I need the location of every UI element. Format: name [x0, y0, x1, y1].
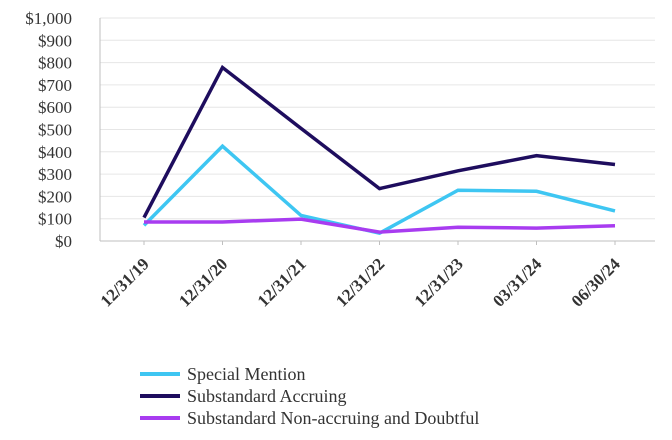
y-axis-ticks: $0 $100 $200 $300 $400 $500 $600 $700 $800 $900 $1…	[25, 9, 72, 251]
series-lines	[142, 64, 616, 236]
y-tick-label: $200	[38, 187, 72, 206]
y-tick-label: $500	[38, 121, 72, 140]
legend: Special Mention Substandard Accruing Sub…	[140, 363, 479, 429]
x-tick-label: 12/31/20	[175, 254, 231, 310]
x-tick-label: 06/30/24	[568, 254, 625, 311]
legend-item-substandard-non-accruing: Substandard Non-accruing and Doubtful	[140, 407, 479, 429]
legend-swatch-special-mention	[140, 372, 180, 376]
legend-label: Substandard Non-accruing and Doubtful	[187, 407, 480, 428]
legend-swatch-substandard-non-accruing	[140, 416, 180, 420]
y-tick-label: $600	[38, 98, 72, 117]
x-tick-label: 12/31/21	[254, 254, 310, 310]
legend-label: Special Mention	[187, 363, 306, 384]
legend-label: Substandard Accruing	[187, 385, 347, 406]
line-chart: $0 $100 $200 $300 $400 $500 $600 $700 $800 $900 $1…	[25, 9, 655, 311]
x-tick-label: 03/31/24	[489, 254, 546, 311]
y-tick-label: $300	[38, 165, 72, 184]
legend-item-special-mention: Special Mention	[140, 363, 479, 385]
x-tick-label: 12/31/22	[332, 254, 388, 310]
y-tick-label: $0	[55, 232, 72, 251]
y-tick-label: $900	[38, 31, 72, 50]
series-line-3	[144, 217, 616, 234]
y-tick-label: $700	[38, 76, 72, 95]
y-tick-label: $400	[38, 143, 72, 162]
x-axis-ticks: 12/31/19 12/31/20 12/31/21 12/31/22 12/31/23…	[97, 241, 625, 311]
y-tick-label: $800	[38, 54, 72, 73]
grid-lines	[99, 17, 655, 242]
x-tick-label: 12/31/19	[97, 254, 153, 310]
y-tick-label: $100	[38, 210, 72, 229]
x-tick-label: 12/31/23	[411, 254, 467, 310]
series-line-2	[142, 64, 616, 219]
legend-swatch-substandard-accruing	[140, 394, 180, 398]
y-tick-label: $1,000	[25, 9, 72, 28]
legend-item-substandard-accruing: Substandard Accruing	[140, 385, 479, 407]
